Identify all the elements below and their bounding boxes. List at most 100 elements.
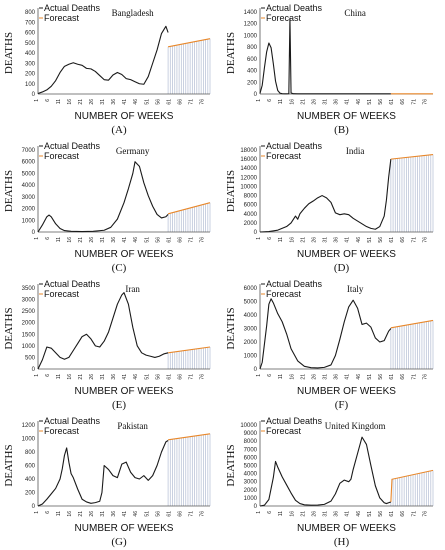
legend-actual-label: Actual Deaths (266, 279, 323, 289)
y-tick-label: 3000 (244, 480, 258, 486)
x-tick-label: 76 (422, 511, 428, 517)
x-tick-label: 56 (155, 237, 161, 243)
x-tick-label: 21 (300, 237, 306, 243)
y-tick-label: 0 (254, 504, 258, 510)
actual-deaths-line (259, 17, 391, 95)
x-tick-label: 56 (378, 99, 384, 105)
y-tick-label: 5000 (244, 464, 258, 470)
x-tick-label: 21 (78, 511, 84, 517)
x-tick-label: 56 (155, 374, 161, 380)
x-tick-label: 1 (34, 99, 40, 102)
x-tick-label: 61 (166, 511, 172, 517)
x-tick-label: 26 (89, 374, 95, 380)
y-tick-label: 1000 (22, 218, 36, 224)
x-tick-label: 6 (267, 99, 273, 102)
x-tick-label: 36 (111, 374, 117, 380)
x-tick-label: 6 (45, 374, 51, 377)
x-tick-label: 46 (356, 511, 362, 517)
legend-forecast-label: Forecast (266, 13, 302, 23)
chart-title: United Kingdom (325, 421, 386, 431)
y-tick-label: 400 (25, 477, 36, 483)
x-tick-label: 1 (34, 237, 40, 240)
x-tick-label: 41 (345, 374, 351, 380)
x-tick-label: 1 (34, 374, 40, 377)
panel-letter: (F) (335, 399, 349, 411)
x-tick-label: 56 (378, 511, 384, 517)
x-tick-label: 51 (144, 237, 150, 243)
x-tick-label: 31 (100, 237, 106, 243)
x-tick-label: 61 (389, 511, 395, 517)
y-tick-label: 200 (25, 72, 36, 78)
x-tick-label: 76 (199, 237, 205, 243)
x-tick-label: 31 (323, 237, 329, 243)
y-tick-label: 4000 (22, 183, 36, 189)
x-tick-label: 51 (367, 511, 373, 517)
x-tick-label: 71 (411, 374, 417, 380)
y-tick-label: 8000 (244, 194, 258, 200)
x-tick-label: 71 (411, 511, 417, 517)
x-tick-label: 46 (133, 511, 139, 517)
y-tick-label: 10000 (240, 423, 257, 429)
actual-deaths-line (259, 159, 392, 233)
y-tick-label: 800 (25, 450, 36, 456)
x-tick-label: 51 (367, 237, 373, 243)
x-tick-label: 71 (188, 511, 194, 517)
y-tick-label: 4000 (244, 472, 258, 478)
panel-letter: (E) (112, 399, 126, 411)
y-tick-label: 200 (247, 80, 258, 86)
y-tick-label: 600 (25, 31, 36, 37)
x-tick-label: 36 (334, 99, 340, 105)
chart-panel-2: 0 200 400 600 800 1000 1200 1400 1 6 11 16 21 26 31 36 4… (222, 0, 445, 138)
legend-actual-label: Actual Deaths (44, 279, 101, 289)
legend-actual-label: Actual Deaths (44, 3, 101, 13)
panel-letter: (A) (111, 124, 127, 136)
y-tick-label: 400 (25, 51, 36, 57)
x-tick-label: 36 (111, 511, 117, 517)
x-tick-label: 56 (155, 511, 161, 517)
chart-title: China (344, 8, 366, 18)
y-tick-label: 1400 (244, 10, 258, 16)
x-tick-label: 56 (155, 99, 161, 105)
x-tick-label: 41 (345, 237, 351, 243)
y-tick-label: 14000 (240, 166, 257, 172)
x-tick-label: 41 (345, 511, 351, 517)
legend-actual-label: Actual Deaths (266, 3, 323, 13)
x-tick-label: 46 (356, 99, 362, 105)
x-tick-label: 66 (177, 237, 183, 243)
x-tick-label: 61 (166, 374, 172, 380)
chart-panel-8: 0 1000 2000 3000 4000 5000 6000 7000 8000 9000 100… (222, 413, 445, 550)
y-tick-label: 2000 (244, 340, 258, 346)
x-tick-label: 16 (67, 511, 73, 517)
x-tick-label: 76 (199, 99, 205, 105)
x-tick-label: 76 (422, 237, 428, 243)
x-tick-label: 31 (100, 511, 106, 517)
panel-letter: (H) (334, 536, 350, 548)
x-tick-label: 31 (323, 511, 329, 517)
y-tick-label: 1200 (244, 22, 258, 28)
y-tick-label: 12000 (240, 175, 257, 181)
x-tick-label: 66 (177, 511, 183, 517)
x-tick-label: 41 (122, 511, 128, 517)
forecast-line (168, 433, 211, 441)
x-tick-label: 11 (278, 237, 284, 242)
chart-title: Bangladesh (112, 8, 154, 18)
x-tick-label: 21 (78, 374, 84, 380)
x-axis-label: NUMBER OF WEEKS (75, 386, 174, 397)
legend-forecast-label: Forecast (44, 151, 80, 161)
y-tick-label: 3000 (244, 327, 258, 333)
chart-panel-5: 0 500 1000 1500 2000 2500 3000 3500 1 6 11 16 21 26 31… (0, 276, 222, 413)
x-tick-label: 61 (166, 237, 172, 243)
x-tick-label: 71 (188, 374, 194, 380)
legend-actual-label: Actual Deaths (266, 416, 323, 426)
x-tick-label: 36 (334, 374, 340, 380)
x-tick-label: 66 (400, 374, 406, 380)
chart-title: Italy (347, 284, 364, 294)
x-tick-label: 46 (133, 99, 139, 105)
y-tick-label: 4000 (244, 212, 258, 218)
y-tick-label: 0 (32, 367, 36, 373)
x-tick-label: 21 (300, 374, 306, 380)
panel-letter: (C) (112, 262, 127, 274)
